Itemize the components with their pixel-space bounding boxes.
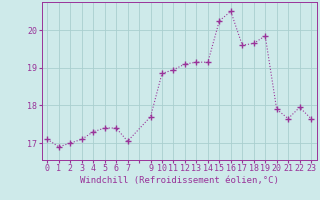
X-axis label: Windchill (Refroidissement éolien,°C): Windchill (Refroidissement éolien,°C) bbox=[80, 176, 279, 185]
